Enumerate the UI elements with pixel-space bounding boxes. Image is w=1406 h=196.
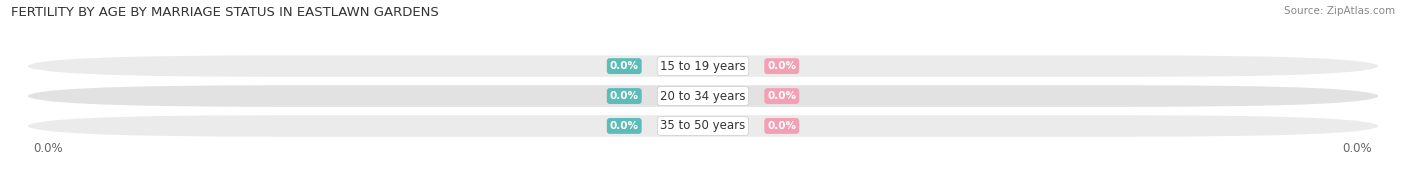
Text: FERTILITY BY AGE BY MARRIAGE STATUS IN EASTLAWN GARDENS: FERTILITY BY AGE BY MARRIAGE STATUS IN E… bbox=[11, 6, 439, 19]
FancyBboxPatch shape bbox=[27, 55, 1379, 77]
Text: 0.0%: 0.0% bbox=[34, 142, 63, 155]
Text: 0.0%: 0.0% bbox=[610, 121, 638, 131]
Text: 35 to 50 years: 35 to 50 years bbox=[661, 119, 745, 132]
Text: 0.0%: 0.0% bbox=[768, 61, 796, 71]
Text: 0.0%: 0.0% bbox=[768, 121, 796, 131]
Text: 0.0%: 0.0% bbox=[610, 91, 638, 101]
FancyBboxPatch shape bbox=[27, 85, 1379, 107]
Text: 0.0%: 0.0% bbox=[1343, 142, 1372, 155]
Text: 0.0%: 0.0% bbox=[768, 91, 796, 101]
Text: 15 to 19 years: 15 to 19 years bbox=[661, 60, 745, 73]
Text: 0.0%: 0.0% bbox=[610, 61, 638, 71]
Text: Source: ZipAtlas.com: Source: ZipAtlas.com bbox=[1284, 6, 1395, 16]
FancyBboxPatch shape bbox=[27, 115, 1379, 137]
Legend: Married, Unmarried: Married, Unmarried bbox=[619, 195, 787, 196]
Text: 20 to 34 years: 20 to 34 years bbox=[661, 90, 745, 103]
